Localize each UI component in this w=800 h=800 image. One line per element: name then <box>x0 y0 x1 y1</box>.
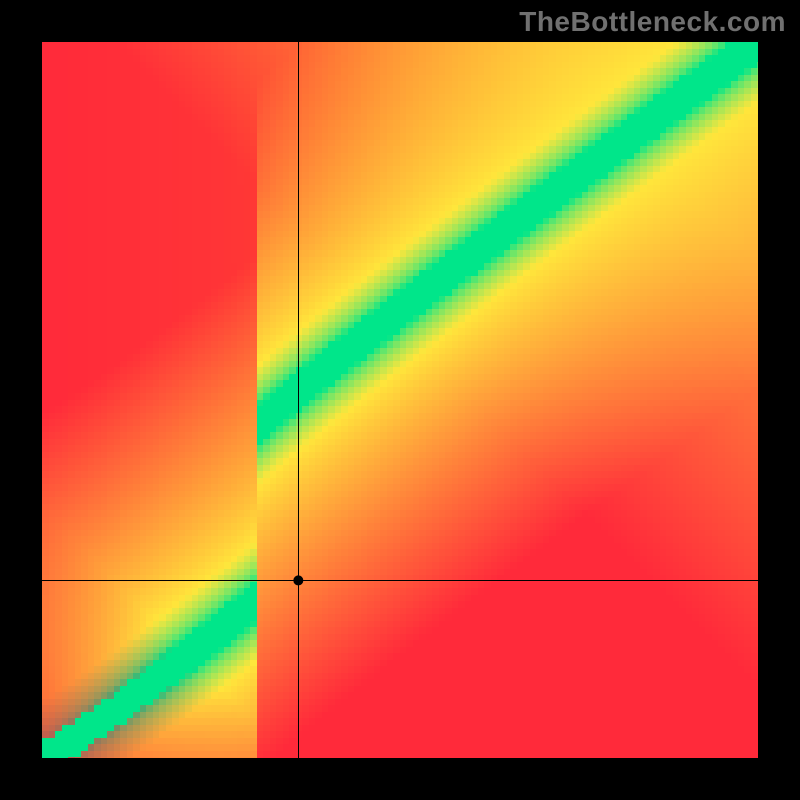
bottleneck-heatmap <box>42 42 758 758</box>
chart-frame: TheBottleneck.com <box>0 0 800 800</box>
watermark-text: TheBottleneck.com <box>519 6 786 38</box>
